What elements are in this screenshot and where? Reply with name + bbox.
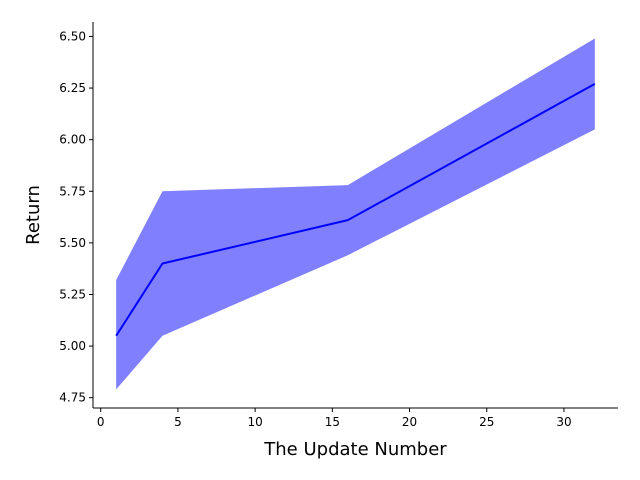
x-tick-label: 25 <box>479 415 494 429</box>
y-tick-label: 5.00 <box>59 339 86 353</box>
confidence-band <box>116 38 595 390</box>
confidence-band-layer <box>116 38 595 390</box>
x-ticks: 0 5 10 15 20 25 30 <box>97 408 572 429</box>
x-tick-label: 30 <box>556 415 571 429</box>
series-line <box>115 83 596 337</box>
x-axis-label: The Update Number <box>263 439 447 460</box>
y-tick-label: 6.00 <box>59 133 86 147</box>
y-tick-label: 4.75 <box>59 391 86 405</box>
series-line-layer <box>115 83 596 337</box>
y-tick-label: 5.75 <box>59 184 86 198</box>
x-tick-label: 20 <box>402 415 417 429</box>
y-tick-label: 6.50 <box>59 29 86 43</box>
y-tick-label: 5.25 <box>59 287 86 301</box>
x-tick-label: 15 <box>325 415 340 429</box>
x-tick-label: 5 <box>174 415 182 429</box>
y-tick-label: 5.50 <box>59 236 86 250</box>
y-axis-label: Return <box>23 185 44 245</box>
y-ticks: 4.75 5.00 5.25 5.50 5.75 6.00 6.25 6.50 <box>59 29 93 405</box>
x-tick-label: 0 <box>97 415 105 429</box>
y-tick-label: 6.25 <box>59 81 86 95</box>
x-tick-label: 10 <box>247 415 262 429</box>
